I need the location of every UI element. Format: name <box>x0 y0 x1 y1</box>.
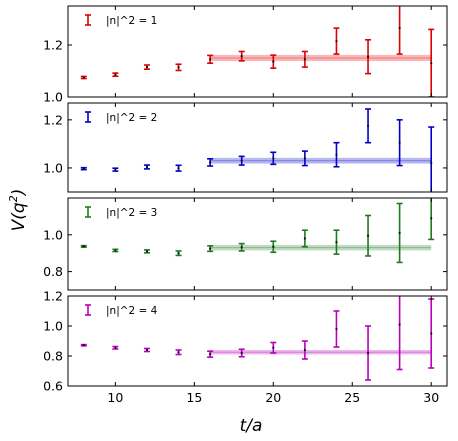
data-point <box>272 346 275 349</box>
data-point <box>430 162 433 165</box>
plot-area <box>80 108 435 192</box>
data-point <box>114 168 117 171</box>
y-tick-label: 0.8 <box>43 349 63 364</box>
data-point <box>82 167 85 170</box>
data-point <box>209 161 212 164</box>
legend-label: |n|^2 = 4 <box>106 305 158 317</box>
panel-1: 1.0 1.2 |n|^2 = 1 <box>43 5 448 105</box>
y-tick-label: 1.2 <box>43 112 63 127</box>
y-tick-label: 1.2 <box>43 289 63 304</box>
data-point <box>240 159 243 162</box>
data-point <box>240 351 243 355</box>
fit-band <box>210 157 432 164</box>
data-point <box>335 40 338 43</box>
data-point <box>398 141 401 144</box>
data-point <box>366 124 370 127</box>
data-point <box>82 76 85 79</box>
data-point <box>303 157 306 160</box>
plot-area <box>80 296 435 381</box>
data-point <box>366 234 370 237</box>
data-point <box>335 327 338 331</box>
plot-area <box>80 6 435 97</box>
panel-4: 0.6 0.8 1.0 1.2 |n|^2 = 4 <box>43 289 448 394</box>
x-tick-label: 20 <box>265 390 281 405</box>
data-point <box>303 348 306 352</box>
x-tick-label: 15 <box>186 390 202 405</box>
legend-label: |n|^2 = 2 <box>106 112 157 124</box>
data-point <box>114 73 117 76</box>
y-tick-label: 1.0 <box>43 160 63 175</box>
data-point <box>398 27 401 30</box>
data-point <box>177 252 180 255</box>
x-axis-title: t/a <box>240 416 263 436</box>
data-point <box>272 245 275 248</box>
data-point <box>209 58 212 61</box>
panels-layer: 1.0 1.2 |n|^2 = 1 1.0 1.2 |n|^2 = 2 0.8 1.0 |n|^… <box>43 5 448 405</box>
data-point <box>177 351 180 354</box>
data-point <box>430 332 433 335</box>
panel-frame <box>67 102 448 193</box>
plot-area <box>80 198 435 264</box>
y-tick-label: 1.0 <box>43 227 63 242</box>
data-point <box>177 167 180 170</box>
fit-band <box>210 350 432 355</box>
data-point <box>145 66 149 69</box>
data-point <box>240 55 243 58</box>
x-tick-label: 10 <box>107 390 123 405</box>
x-tick-label: 30 <box>423 390 439 405</box>
data-point <box>366 351 370 355</box>
data-point <box>177 66 180 69</box>
panel-2: 1.0 1.2 |n|^2 = 2 <box>43 102 448 193</box>
data-point <box>145 165 149 169</box>
data-point <box>335 241 338 244</box>
y-tick-label: 1.0 <box>43 319 63 334</box>
data-point <box>398 323 401 326</box>
data-point <box>272 157 275 160</box>
panel-frame <box>67 5 448 98</box>
y-tick-label: 1.2 <box>43 38 63 53</box>
y-tick-label: 0.8 <box>43 264 63 279</box>
data-point <box>240 246 243 249</box>
y-tick-label: 0.6 <box>43 379 63 394</box>
panel-frame <box>67 197 448 291</box>
panel-3: 0.8 1.0 |n|^2 = 3 <box>43 197 448 291</box>
data-point <box>82 245 85 248</box>
data-point <box>303 237 306 240</box>
y-tick-label: 1.0 <box>43 90 63 105</box>
fit-band <box>210 244 432 251</box>
data-point <box>114 249 117 252</box>
data-point <box>145 348 149 352</box>
data-point <box>82 344 85 347</box>
fit-band <box>210 54 432 62</box>
legend-label: |n|^2 = 1 <box>106 15 157 27</box>
data-point <box>209 247 212 250</box>
y-axis-title: V(q2) <box>7 189 29 232</box>
data-point <box>303 58 306 61</box>
data-point <box>114 346 117 349</box>
x-tick-label: 25 <box>344 390 360 405</box>
legend-label: |n|^2 = 3 <box>106 207 157 219</box>
data-point <box>430 62 433 65</box>
panel-frame <box>67 295 448 387</box>
data-point <box>272 60 275 63</box>
data-point <box>145 250 149 253</box>
data-point <box>398 231 401 235</box>
data-point <box>366 55 370 58</box>
data-point <box>335 153 338 156</box>
data-point <box>430 217 433 220</box>
data-point <box>209 353 212 356</box>
